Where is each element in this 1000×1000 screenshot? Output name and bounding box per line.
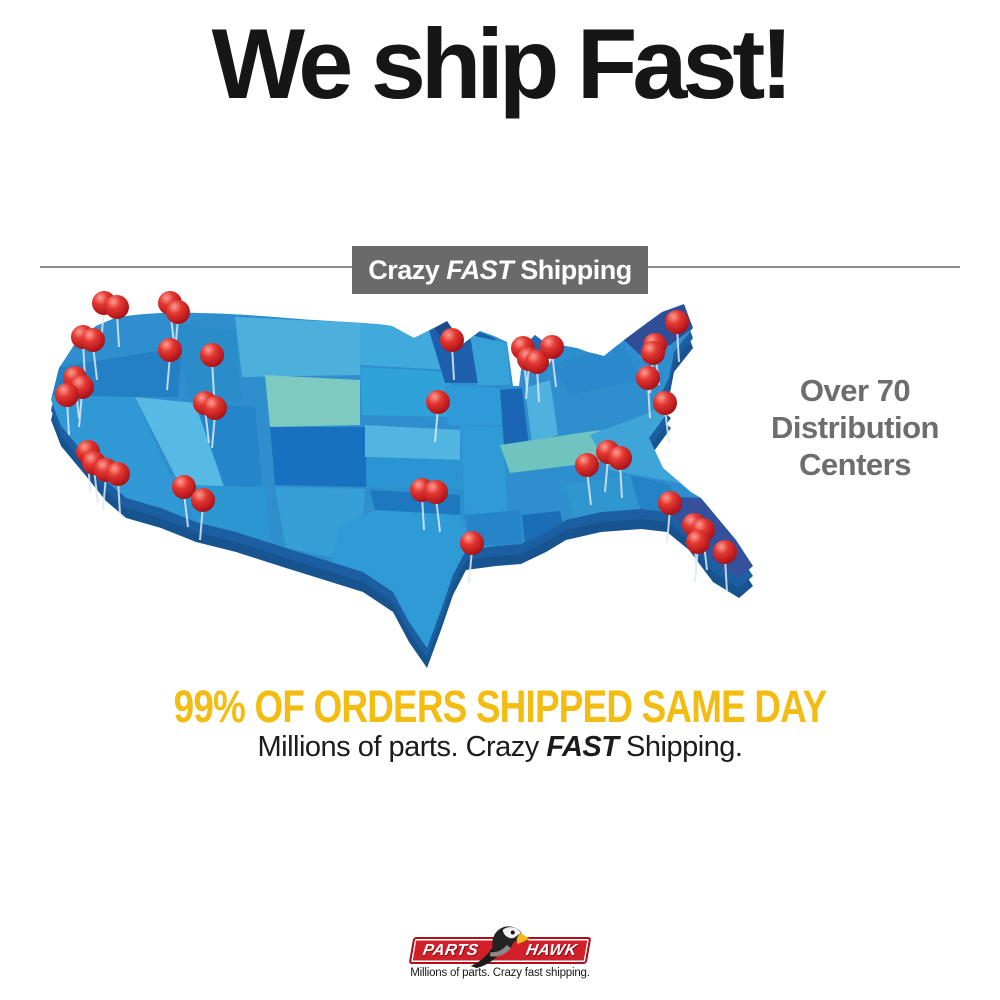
tagline-suffix: Shipping. — [618, 731, 743, 763]
distribution-pin-layer — [55, 291, 737, 593]
location-pin — [191, 488, 215, 512]
location-pin — [200, 343, 224, 367]
logo-word-hawk: HAWK — [524, 941, 579, 959]
location-pin — [460, 531, 484, 555]
location-pin — [55, 383, 79, 407]
location-pin — [426, 390, 450, 414]
tagline-emphasis: FAST — [546, 731, 619, 763]
location-pin — [658, 491, 682, 515]
shipping-ribbon: Crazy FAST Shipping — [352, 246, 648, 294]
location-pin — [540, 335, 564, 359]
usa-map-graphic — [51, 291, 753, 668]
dist-label-line1: Over 70 — [799, 373, 911, 408]
location-pin — [81, 328, 105, 352]
location-pin — [636, 366, 660, 390]
location-pin — [105, 295, 129, 319]
page-title: We ship Fast! — [211, 8, 794, 119]
ribbon-text-emphasis: FAST — [446, 254, 514, 285]
location-pin — [158, 338, 182, 362]
partshawk-logo: PARTS HAWK Millions of parts. Crazy fast… — [390, 926, 610, 979]
location-pin — [440, 328, 464, 352]
location-pin — [713, 540, 737, 564]
location-pin — [172, 475, 196, 499]
location-pin — [166, 300, 190, 324]
location-pin — [525, 350, 549, 374]
usa-distribution-map — [30, 285, 770, 705]
tagline-prefix: Millions of parts. Crazy — [257, 731, 547, 763]
location-pin — [575, 453, 599, 477]
logo-tagline: Millions of parts. Crazy fast shipping. — [410, 967, 590, 979]
dist-label-line3: Centers — [799, 447, 911, 482]
distribution-centers-label: Over 70 Distribution Centers — [742, 372, 968, 483]
ribbon-text-prefix: Crazy — [368, 254, 447, 285]
same-day-headline: 99% OF ORDERS SHIPPED SAME DAY — [0, 681, 1000, 733]
dist-label-line2: Distribution — [771, 410, 939, 445]
hawk-head-icon — [470, 926, 530, 968]
location-pin — [203, 396, 227, 420]
tagline-text: Millions of parts. Crazy FAST Shipping. — [0, 731, 1000, 764]
logo-banner: PARTS HAWK — [408, 926, 592, 968]
ribbon-text-suffix: Shipping — [513, 254, 632, 285]
location-pin — [653, 391, 677, 415]
location-pin — [665, 310, 689, 334]
location-pin — [686, 530, 710, 554]
location-pin — [608, 446, 632, 470]
location-pin — [106, 462, 130, 486]
location-pin — [424, 480, 448, 504]
same-day-headline-text: 99% OF ORDERS SHIPPED SAME DAY — [173, 681, 828, 732]
location-pin — [641, 341, 665, 365]
